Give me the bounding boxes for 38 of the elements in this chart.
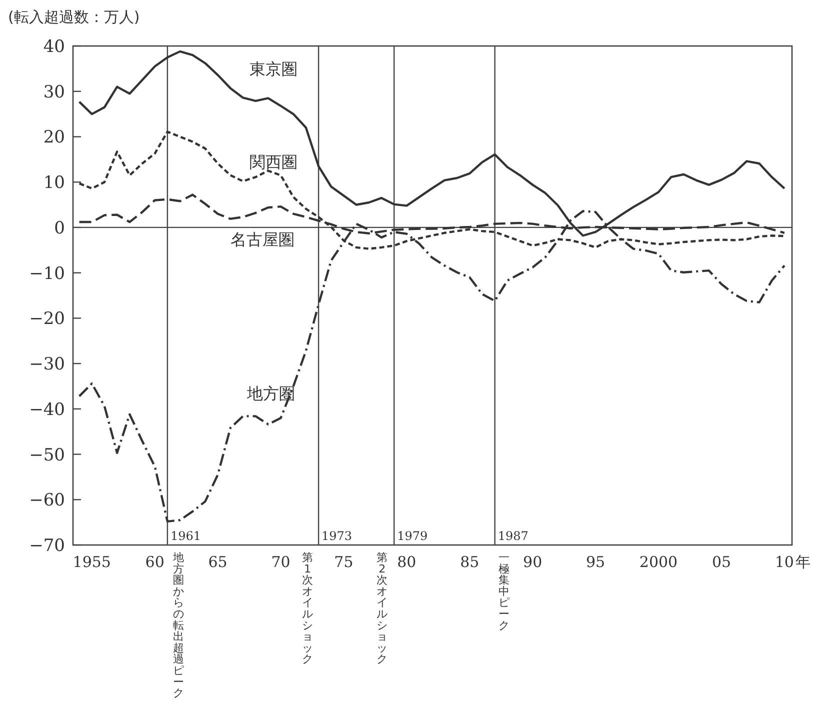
y-tick-label: −60 <box>29 490 65 511</box>
y-tick-label: −20 <box>29 309 65 330</box>
x-tick-label: 70 <box>271 553 290 571</box>
x-tick-label: 75 <box>334 553 354 571</box>
x-tick-label: 65 <box>208 553 228 571</box>
series-label: 名古屋圏 <box>230 230 294 250</box>
x-axis-title: 年 <box>795 553 810 571</box>
x-tick-label: 05 <box>712 553 732 571</box>
ref-line-label: 1973 <box>322 529 352 543</box>
text: 地方圏からの転出超過ピーク <box>172 551 184 700</box>
x-tick-label: 1955 <box>72 553 111 571</box>
ref-line-label: 1987 <box>498 529 528 543</box>
y-tick-label: 0 <box>54 218 65 238</box>
x-tick-label: 60 <box>145 553 164 571</box>
y-tick-label: −50 <box>29 445 65 466</box>
text: 一極集中ピーク <box>498 551 510 632</box>
x-tick-label: 95 <box>586 553 606 571</box>
y-tick-label: 40 <box>43 37 65 57</box>
y-tick-label: 20 <box>43 128 65 148</box>
x-tick-label: 10 <box>774 553 794 571</box>
y-tick-label: 30 <box>43 82 65 102</box>
x-tick-label: 90 <box>523 553 542 571</box>
text: 第1次オイルショック <box>302 551 314 666</box>
y-tick-label: −70 <box>29 536 65 556</box>
y-tick-label: −30 <box>29 354 65 375</box>
x-tick-label: 2000 <box>639 553 678 571</box>
y-axis-title: (転入超過数：万人) <box>8 8 140 26</box>
ref-line-label: 1961 <box>170 529 201 543</box>
series-label: 東京圏 <box>249 60 298 79</box>
x-tick-label: 85 <box>460 553 480 571</box>
series-label: 関西圏 <box>249 152 298 172</box>
y-tick-label: −40 <box>29 400 65 420</box>
text: 第2次オイルショック <box>376 551 388 666</box>
y-tick-label: 10 <box>43 173 65 194</box>
series-label: 地方圏 <box>246 384 295 404</box>
x-tick-label: 80 <box>397 553 416 571</box>
ref-line-label: 1979 <box>397 529 428 543</box>
y-tick-label: −10 <box>29 264 65 284</box>
